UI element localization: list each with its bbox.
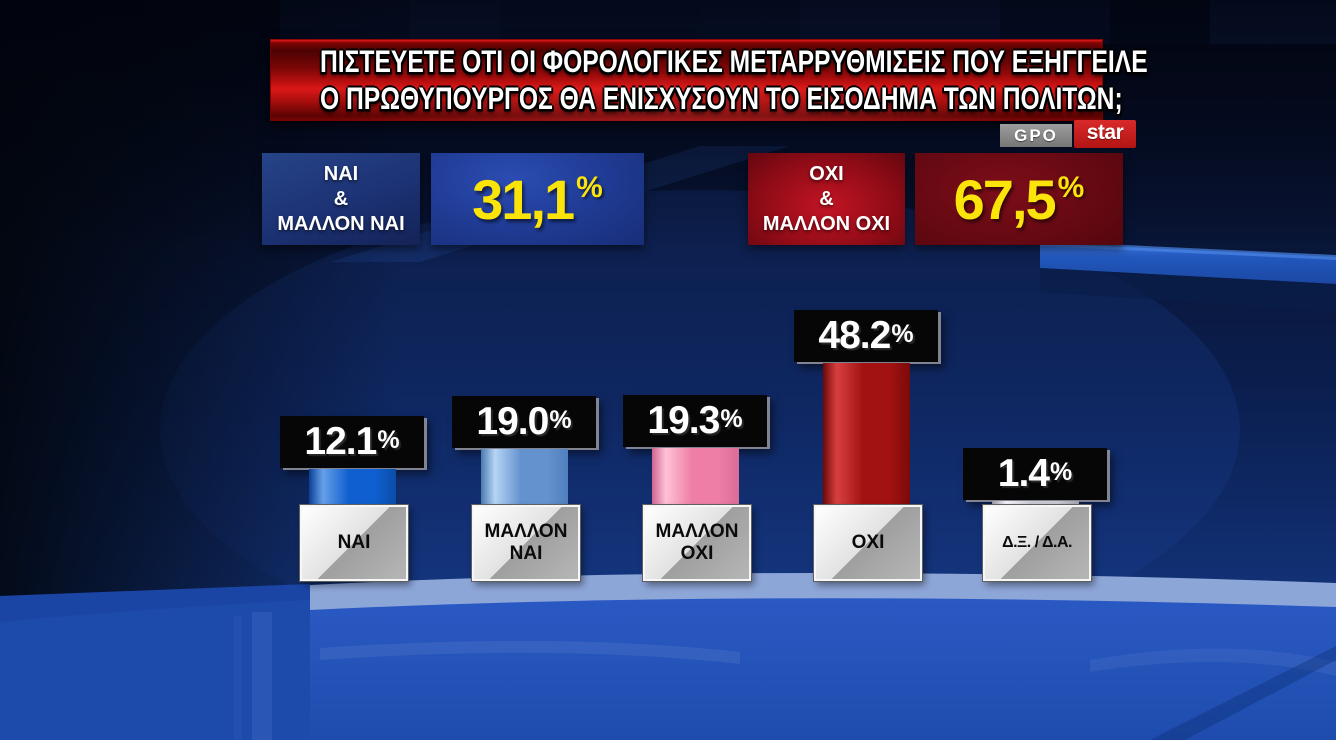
star-channel-logo: star [1074, 120, 1136, 148]
summary-no-value: 67,5 [953, 167, 1057, 231]
bar-oxi [822, 363, 910, 505]
bar-value-mallon-nai: 19.0 [476, 400, 549, 443]
summary-no-label-box: ΟΧΙ & ΜΑΛΛΟΝ ΟΧΙ [748, 153, 905, 245]
summary-yes-percent-sign: % [576, 170, 603, 204]
summary-no-value-box: 67,5% [915, 153, 1123, 245]
value-badge-oxi: 48.2% [794, 310, 938, 362]
bar-value-oxi: 48.2 [818, 314, 891, 357]
summary-yes-label-box: ΝΑΙ & ΜΑΛΛΟΝ ΝΑΙ [262, 153, 420, 245]
value-badge-nai: 12.1% [280, 416, 424, 468]
percent-sign-oxi: % [891, 320, 914, 348]
value-badge-dxda: 1.4% [963, 448, 1107, 500]
studio-floor [0, 572, 1336, 740]
category-label-nai: ΝΑΙ [337, 532, 371, 553]
percent-sign-mallon-nai: % [549, 406, 572, 434]
bar-dxda [991, 501, 1079, 505]
summary-yes-label: ΝΑΙ & ΜΑΛΛΟΝ ΝΑΙ [277, 162, 405, 235]
bar-group-mallon-nai: 19.0% [449, 396, 599, 505]
summary-no-percent-sign: % [1057, 170, 1085, 204]
bar-group-mallon-oxi: 19.3% [620, 395, 770, 505]
summary-yes-value: 31,1 [472, 167, 575, 231]
bar-value-nai: 12.1 [304, 420, 377, 463]
summary-no-label: ΟΧΙ & ΜΑΛΛΟΝ ΟΧΙ [762, 162, 891, 235]
category-label-mallon-oxi: ΜΑΛΛΟΝ ΟΧΙ [655, 521, 739, 564]
category-plate-oxi: ΟΧΙ [813, 504, 923, 582]
category-plate-mallon-nai: ΜΑΛΛΟΝ ΝΑΙ [471, 504, 581, 582]
question-line-1: ΠΙΣΤΕΥΕΤΕ ΟΤΙ ΟΙ ΦΟΡΟΛΟΓΙΚΕΣ ΜΕΤΑΡΡΥΘΜΙΣ… [319, 44, 1148, 79]
value-badge-mallon-oxi: 19.3% [623, 395, 767, 447]
bar-nai [308, 469, 396, 505]
gpo-logo: GPO [1000, 124, 1072, 147]
category-label-dxda: Δ.Ξ. / Δ.Α. [1002, 534, 1072, 551]
category-plate-mallon-oxi: ΜΑΛΛΟΝ ΟΧΙ [642, 504, 752, 582]
question-line-2: Ο ΠΡΩΘΥΠΟΥΡΓΟΣ ΘΑ ΕΝΙΣΧΥΣΟΥΝ ΤΟ ΕΙΣΟΔΗΜΑ… [319, 81, 1123, 116]
category-plate-nai: ΝΑΙ [299, 504, 409, 582]
bar-value-dxda: 1.4 [997, 452, 1050, 495]
value-badge-mallon-nai: 19.0% [452, 396, 596, 448]
category-label-mallon-nai: ΜΑΛΛΟΝ ΝΑΙ [484, 521, 568, 564]
bar-group-nai: 12.1% [277, 416, 427, 505]
question-text: ΠΙΣΤΕΥΕΤΕ ΟΤΙ ΟΙ ΦΟΡΟΛΟΓΙΚΕΣ ΜΕΤΑΡΡΥΘΜΙΣ… [270, 39, 1148, 117]
bar-group-dxda: 1.4% [960, 448, 1110, 505]
percent-sign-nai: % [377, 426, 400, 454]
question-banner: ΠΙΣΤΕΥΕΤΕ ΟΤΙ ΟΙ ΦΟΡΟΛΟΓΙΚΕΣ ΜΕΤΑΡΡΥΘΜΙΣ… [270, 39, 1148, 121]
category-label-oxi: ΟΧΙ [851, 532, 885, 553]
bar-mallon-nai [480, 449, 568, 505]
bar-mallon-oxi [651, 448, 739, 505]
percent-sign-mallon-oxi: % [720, 405, 743, 433]
bar-value-mallon-oxi: 19.3 [647, 399, 720, 442]
summary-yes-value-box: 31,1% [431, 153, 644, 245]
bar-group-oxi: 48.2% [791, 310, 941, 505]
category-plate-dxda: Δ.Ξ. / Δ.Α. [982, 504, 1092, 582]
percent-sign-dxda: % [1049, 458, 1073, 486]
